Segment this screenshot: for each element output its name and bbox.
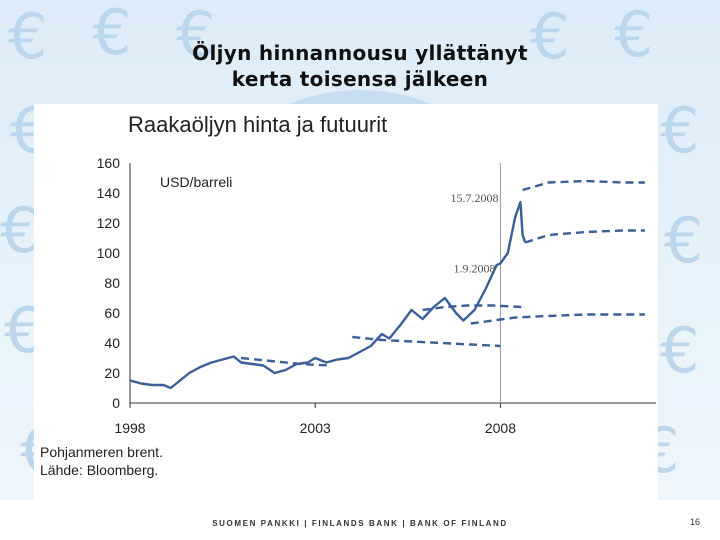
- source-note-source: Lähde: Bloomberg.: [40, 462, 159, 478]
- futures-curve-line: [522, 179, 645, 192]
- slide-title-line-2: kerta toisensa jälkeen: [231, 67, 489, 91]
- euro-icon: €: [614, 0, 654, 71]
- y-tick-label: 40: [104, 335, 120, 351]
- x-tick-label: 2003: [300, 420, 331, 436]
- futures-curve-line: [352, 335, 501, 348]
- euro-icon: €: [660, 94, 700, 167]
- x-tick-label: 2008: [485, 420, 516, 436]
- slide-title: Öljyn hinnannousu yllättänyt kerta toise…: [80, 40, 640, 92]
- source-note-series: Pohjanmeren brent.: [40, 444, 163, 460]
- euro-icon: €: [0, 194, 40, 267]
- y-tick-label: 100: [97, 245, 121, 261]
- euro-icon: €: [92, 0, 132, 69]
- oil-price-chart: 160 140 120 100 80 60 40 20 0 1998 2003 2008 USD/bar…: [97, 155, 656, 436]
- footer-bank-name: SUOMEN PANKKI | FINLANDS BANK | BANK OF …: [212, 519, 508, 528]
- y-tick-label: 20: [104, 365, 120, 381]
- euro-icon: €: [664, 204, 704, 277]
- date-annotation: 15.7.2008: [450, 191, 498, 205]
- date-annotation: 1.9.2008: [453, 262, 495, 276]
- euro-icon: €: [176, 0, 216, 71]
- page-number: 16: [690, 517, 701, 527]
- y-tick-label: 140: [97, 185, 121, 201]
- chart-title: Raakaöljyn hinta ja futuurit: [128, 112, 388, 137]
- chart-panel: Raakaöljyn hinta ja futuurit 160 140 120 10…: [34, 104, 658, 500]
- y-tick-label: 120: [97, 215, 121, 231]
- spot-price-line: [129, 200, 527, 390]
- y-axis-unit-label: USD/barreli: [160, 174, 232, 190]
- y-tick-label: 160: [97, 155, 121, 171]
- futures-curve-line: [470, 313, 645, 325]
- x-tick-label: 1998: [114, 420, 145, 436]
- y-tick-label: 60: [104, 305, 120, 321]
- y-tick-label: 80: [104, 275, 120, 291]
- futures-curve-line: [240, 356, 331, 367]
- euro-icon: €: [530, 0, 570, 73]
- slide-title-line-1: Öljyn hinnannousu yllättänyt: [192, 41, 528, 65]
- euro-icon: €: [8, 0, 48, 73]
- euro-icon: €: [660, 314, 700, 387]
- futures-curve-line: [422, 304, 523, 312]
- y-tick-label: 0: [112, 395, 120, 411]
- futures-curve-line: [524, 229, 645, 244]
